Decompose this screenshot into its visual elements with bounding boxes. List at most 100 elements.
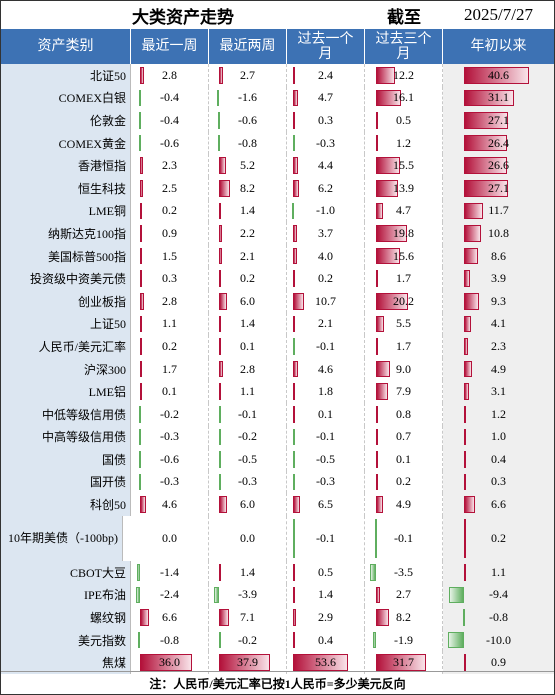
data-bar	[464, 202, 483, 220]
cell-text: 0.9	[491, 655, 506, 670]
cell-text: 6.0	[240, 293, 255, 308]
value-cell: -3.9	[209, 583, 287, 607]
data-bar	[462, 609, 465, 626]
table-row: COMEX黄金 -0.6 -0.8 -0.3 1.2 26.4	[1, 131, 554, 155]
cell-text: 创业板指	[77, 294, 126, 309]
value-cell: -0.6	[131, 131, 209, 155]
cell-text: -0.6	[160, 135, 179, 150]
data-bar	[464, 564, 467, 581]
cell-text: 16.1	[393, 90, 414, 105]
data-bar	[139, 202, 142, 220]
cell-text: 0.4	[491, 451, 506, 466]
data-bar	[139, 247, 142, 265]
value-cell: 31.1	[443, 86, 554, 110]
cell-text: 0.3	[491, 474, 506, 489]
cell-text: -3.9	[238, 587, 257, 602]
cell-text: 9.3	[491, 293, 506, 308]
data-bar	[219, 360, 223, 378]
table-row: COMEX白银 -0.4 -1.6 4.7 16.1 31.1	[1, 86, 554, 110]
value-cell: 7.1	[209, 606, 287, 629]
value-cell: 36.0	[131, 651, 209, 675]
data-bar	[219, 202, 222, 220]
value-cell: 0.9	[443, 651, 554, 675]
cell-text: 0.2	[396, 474, 411, 489]
cell-text: 12.2	[393, 67, 414, 82]
cell-text: 焦煤	[101, 656, 126, 671]
cell-text: 2.2	[240, 225, 255, 240]
cell-text: 2.3	[491, 338, 506, 353]
value-cell: 1.8	[287, 380, 365, 403]
cell-text: 2.1	[240, 248, 255, 263]
row-label: 中低等级信用债	[1, 402, 131, 426]
cell-text: 8.2	[396, 610, 411, 625]
data-bar	[464, 383, 470, 400]
value-cell: -10.0	[443, 628, 554, 652]
cell-text: 1.4	[240, 564, 255, 579]
table-row: 10年期美债（-100bp) 0.0 0.0 -0.1 -0.1 0.2	[1, 515, 554, 562]
value-cell: 9.0	[365, 357, 443, 381]
cell-text: 1.0	[491, 429, 506, 444]
cell-text: 2.3	[162, 158, 177, 173]
data-bar	[139, 654, 193, 672]
table-row: 伦敦金 -0.4 -0.6 0.3 0.5 27.1	[1, 109, 554, 132]
value-cell: 0.9	[131, 222, 209, 245]
cell-text: 27.1	[488, 112, 509, 127]
row-label: 美元指数	[1, 628, 131, 652]
row-label: 国开债	[1, 470, 131, 494]
column-header-text: 最近一周	[141, 39, 198, 54]
cell-text: 6.6	[162, 610, 177, 625]
data-bar	[219, 405, 222, 423]
table-row: 螺纹钢 6.6 7.1 2.9 8.2 -0.8	[1, 606, 554, 629]
value-cell: 1.4	[287, 583, 365, 607]
data-bar	[375, 496, 384, 513]
value-cell: 53.6	[287, 651, 365, 675]
data-bar	[464, 225, 482, 242]
value-cell: 1.2	[365, 131, 443, 155]
table-row: 科创50 4.6 6.0 6.5 4.9 6.6	[1, 493, 554, 516]
row-label: COMEX白银	[1, 86, 131, 110]
value-cell: 1.4	[209, 199, 287, 223]
value-cell: -0.2	[131, 402, 209, 426]
column-header: 过去一个月	[287, 29, 365, 64]
value-cell: -0.3	[287, 470, 365, 494]
data-bar	[136, 586, 140, 604]
value-cell: 0.1	[365, 448, 443, 471]
table-row: 美元指数 -0.8 -0.2 0.4 -1.9 -10.0	[1, 628, 554, 652]
cell-text: 1.4	[240, 203, 255, 218]
value-cell: 1.2	[443, 402, 554, 426]
cell-text: 10.8	[488, 225, 509, 240]
value-cell: 6.0	[209, 289, 287, 313]
value-cell: 0.2	[365, 470, 443, 494]
cell-text: IPE布油	[83, 588, 126, 603]
value-cell: 0.2	[287, 267, 365, 290]
cell-text: 1.7	[162, 361, 177, 376]
value-cell: 4.4	[287, 154, 365, 177]
value-cell: 10.7	[287, 289, 365, 313]
cell-text: 2.7	[396, 587, 411, 602]
value-cell: -0.3	[209, 470, 287, 494]
table-body: 北证50 2.8 2.7 2.4 12.2 40.6 COMEX白银 -0.4 -1.6 4.7 1…	[1, 64, 554, 675]
value-cell: -1.6	[209, 86, 287, 110]
data-bar	[375, 134, 378, 152]
data-bar	[464, 157, 507, 174]
data-bar	[448, 586, 465, 604]
value-cell: 6.6	[443, 493, 554, 516]
table-row: LME铜 0.2 1.4 -1.0 4.7 11.7	[1, 199, 554, 223]
row-label: CBOT大豆	[1, 561, 131, 584]
value-cell: 15.5	[365, 154, 443, 177]
value-cell: 4.9	[443, 357, 554, 381]
value-cell: 5.2	[209, 154, 287, 177]
row-label: 沪深300	[1, 357, 131, 381]
column-header-text: 最近两周	[219, 39, 276, 54]
data-bar	[464, 405, 467, 423]
value-cell: -9.4	[443, 583, 554, 607]
value-cell: -0.8	[131, 628, 209, 652]
value-cell: 0.4	[443, 448, 554, 471]
data-bar	[139, 405, 142, 423]
value-cell: 1.1	[443, 561, 554, 584]
data-bar	[293, 270, 296, 287]
cell-text: 0.9	[162, 225, 177, 240]
value-cell: 4.0	[287, 244, 365, 268]
value-cell: -2.4	[131, 583, 209, 607]
cell-text: 6.0	[240, 497, 255, 512]
